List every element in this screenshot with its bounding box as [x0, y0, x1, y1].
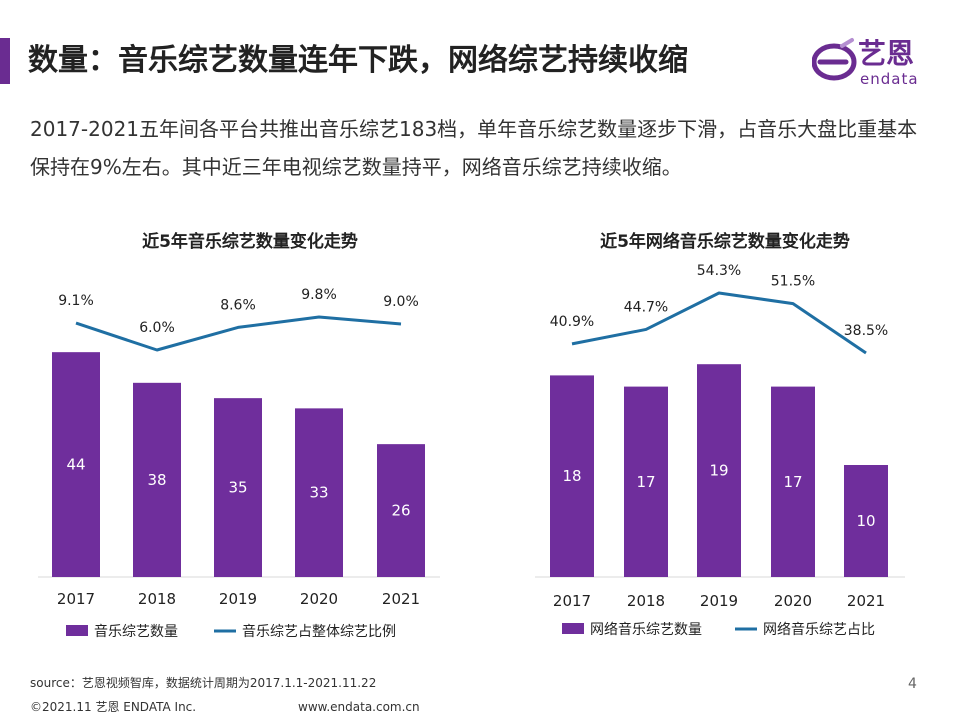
chart2-bar-label-2021: 10 — [856, 512, 875, 530]
website-url[interactable]: www.endata.com.cn — [298, 700, 420, 714]
chart2-x-tick-2021: 2021 — [847, 592, 885, 610]
chart1-x-tick-2017: 2017 — [57, 590, 95, 608]
chart1-bar-label-2019: 35 — [228, 479, 247, 497]
chart1-bar-label-2020: 33 — [309, 484, 328, 502]
chart1-legend-bar-label: 音乐综艺数量 — [94, 623, 178, 640]
chart1-x-tick-2021: 2021 — [382, 590, 420, 608]
chart1-x-tick-2018: 2018 — [138, 590, 176, 608]
chart1-line-label-2018: 6.0% — [139, 320, 175, 336]
chart1-bar-2020 — [295, 408, 343, 577]
title-accent-bar — [0, 38, 10, 84]
logo-chinese-text: 艺恩 — [858, 37, 915, 70]
chart1-bar-2019 — [214, 398, 262, 577]
endata-logo: 艺恩 endata — [811, 36, 942, 92]
endata-logo-icon — [811, 38, 857, 81]
chart1-bar-2018 — [133, 382, 181, 577]
chart1-line-label-2017: 9.1% — [58, 293, 94, 309]
chart2-bar-label-2017: 18 — [562, 467, 581, 485]
chart1-x-tick-2019: 2019 — [219, 590, 257, 608]
chart1-x-tick-2020: 2020 — [300, 590, 338, 608]
intro-paragraph: 2017-2021五年间各平台共推出音乐综艺183档，单年音乐综艺数量逐步下滑，… — [30, 117, 918, 179]
copyright-text: ©2021.11 艺恩 ENDATA Inc. — [30, 700, 197, 714]
chart2-bar-label-2018: 17 — [636, 473, 655, 491]
chart1-title: 近5年音乐综艺数量变化走势 — [142, 232, 358, 252]
chart2-bar-2020 — [771, 386, 815, 577]
chart2-x-tick-2019: 2019 — [700, 592, 738, 610]
chart2-line-label-2017: 40.9% — [550, 314, 594, 330]
chart1-bar-label-2021: 26 — [391, 502, 410, 520]
source-note: source：艺恩视频智库，数据统计周期为2017.1.1-2021.11.22 — [30, 676, 377, 690]
chart2-line-label-2020: 51.5% — [771, 274, 815, 290]
chart1-legend-bar-swatch — [66, 625, 88, 636]
chart2-bar-2019 — [697, 364, 741, 577]
chart2-legend-bar-swatch — [562, 623, 584, 634]
page-number: 4 — [908, 676, 917, 692]
chart2-bar-2017 — [550, 375, 594, 577]
chart1-line-label-2020: 9.8% — [301, 287, 337, 303]
chart2-ratio-line — [571, 291, 867, 355]
chart1-bar-label-2018: 38 — [147, 471, 166, 489]
chart1-line-label-2021: 9.0% — [383, 294, 419, 310]
logo-english-text: endata — [860, 70, 919, 88]
chart2-x-tick-2020: 2020 — [774, 592, 812, 610]
chart1-bar-2021 — [377, 444, 425, 577]
chart2-x-tick-2018: 2018 — [627, 592, 665, 610]
chart2-title: 近5年网络音乐综艺数量变化走势 — [600, 232, 850, 252]
chart2-line-label-2019: 54.3% — [697, 263, 741, 279]
chart1-line-label-2019: 8.6% — [220, 297, 256, 313]
page-title: 数量：音乐综艺数量连年下跌，网络综艺持续收缩 — [28, 43, 688, 78]
chart2-legend-line-label: 网络音乐综艺占比 — [763, 621, 875, 638]
chart2-bar-label-2020: 17 — [783, 473, 802, 491]
chart1-ratio-line — [75, 315, 402, 352]
chart2-line-label-2018: 44.7% — [624, 299, 668, 315]
chart1-legend-line-label: 音乐综艺占整体综艺比例 — [242, 623, 396, 640]
chart1-bar-label-2017: 44 — [66, 456, 85, 474]
chart2-x-tick-2017: 2017 — [553, 592, 591, 610]
chart2-bar-label-2019: 19 — [709, 462, 728, 480]
chart2-bar-2018 — [624, 386, 668, 577]
chart2-bar-2021 — [844, 465, 888, 577]
chart1-bar-2017 — [52, 352, 100, 577]
chart2-legend-bar-label: 网络音乐综艺数量 — [590, 621, 702, 638]
chart2-line-label-2021: 38.5% — [844, 323, 888, 339]
